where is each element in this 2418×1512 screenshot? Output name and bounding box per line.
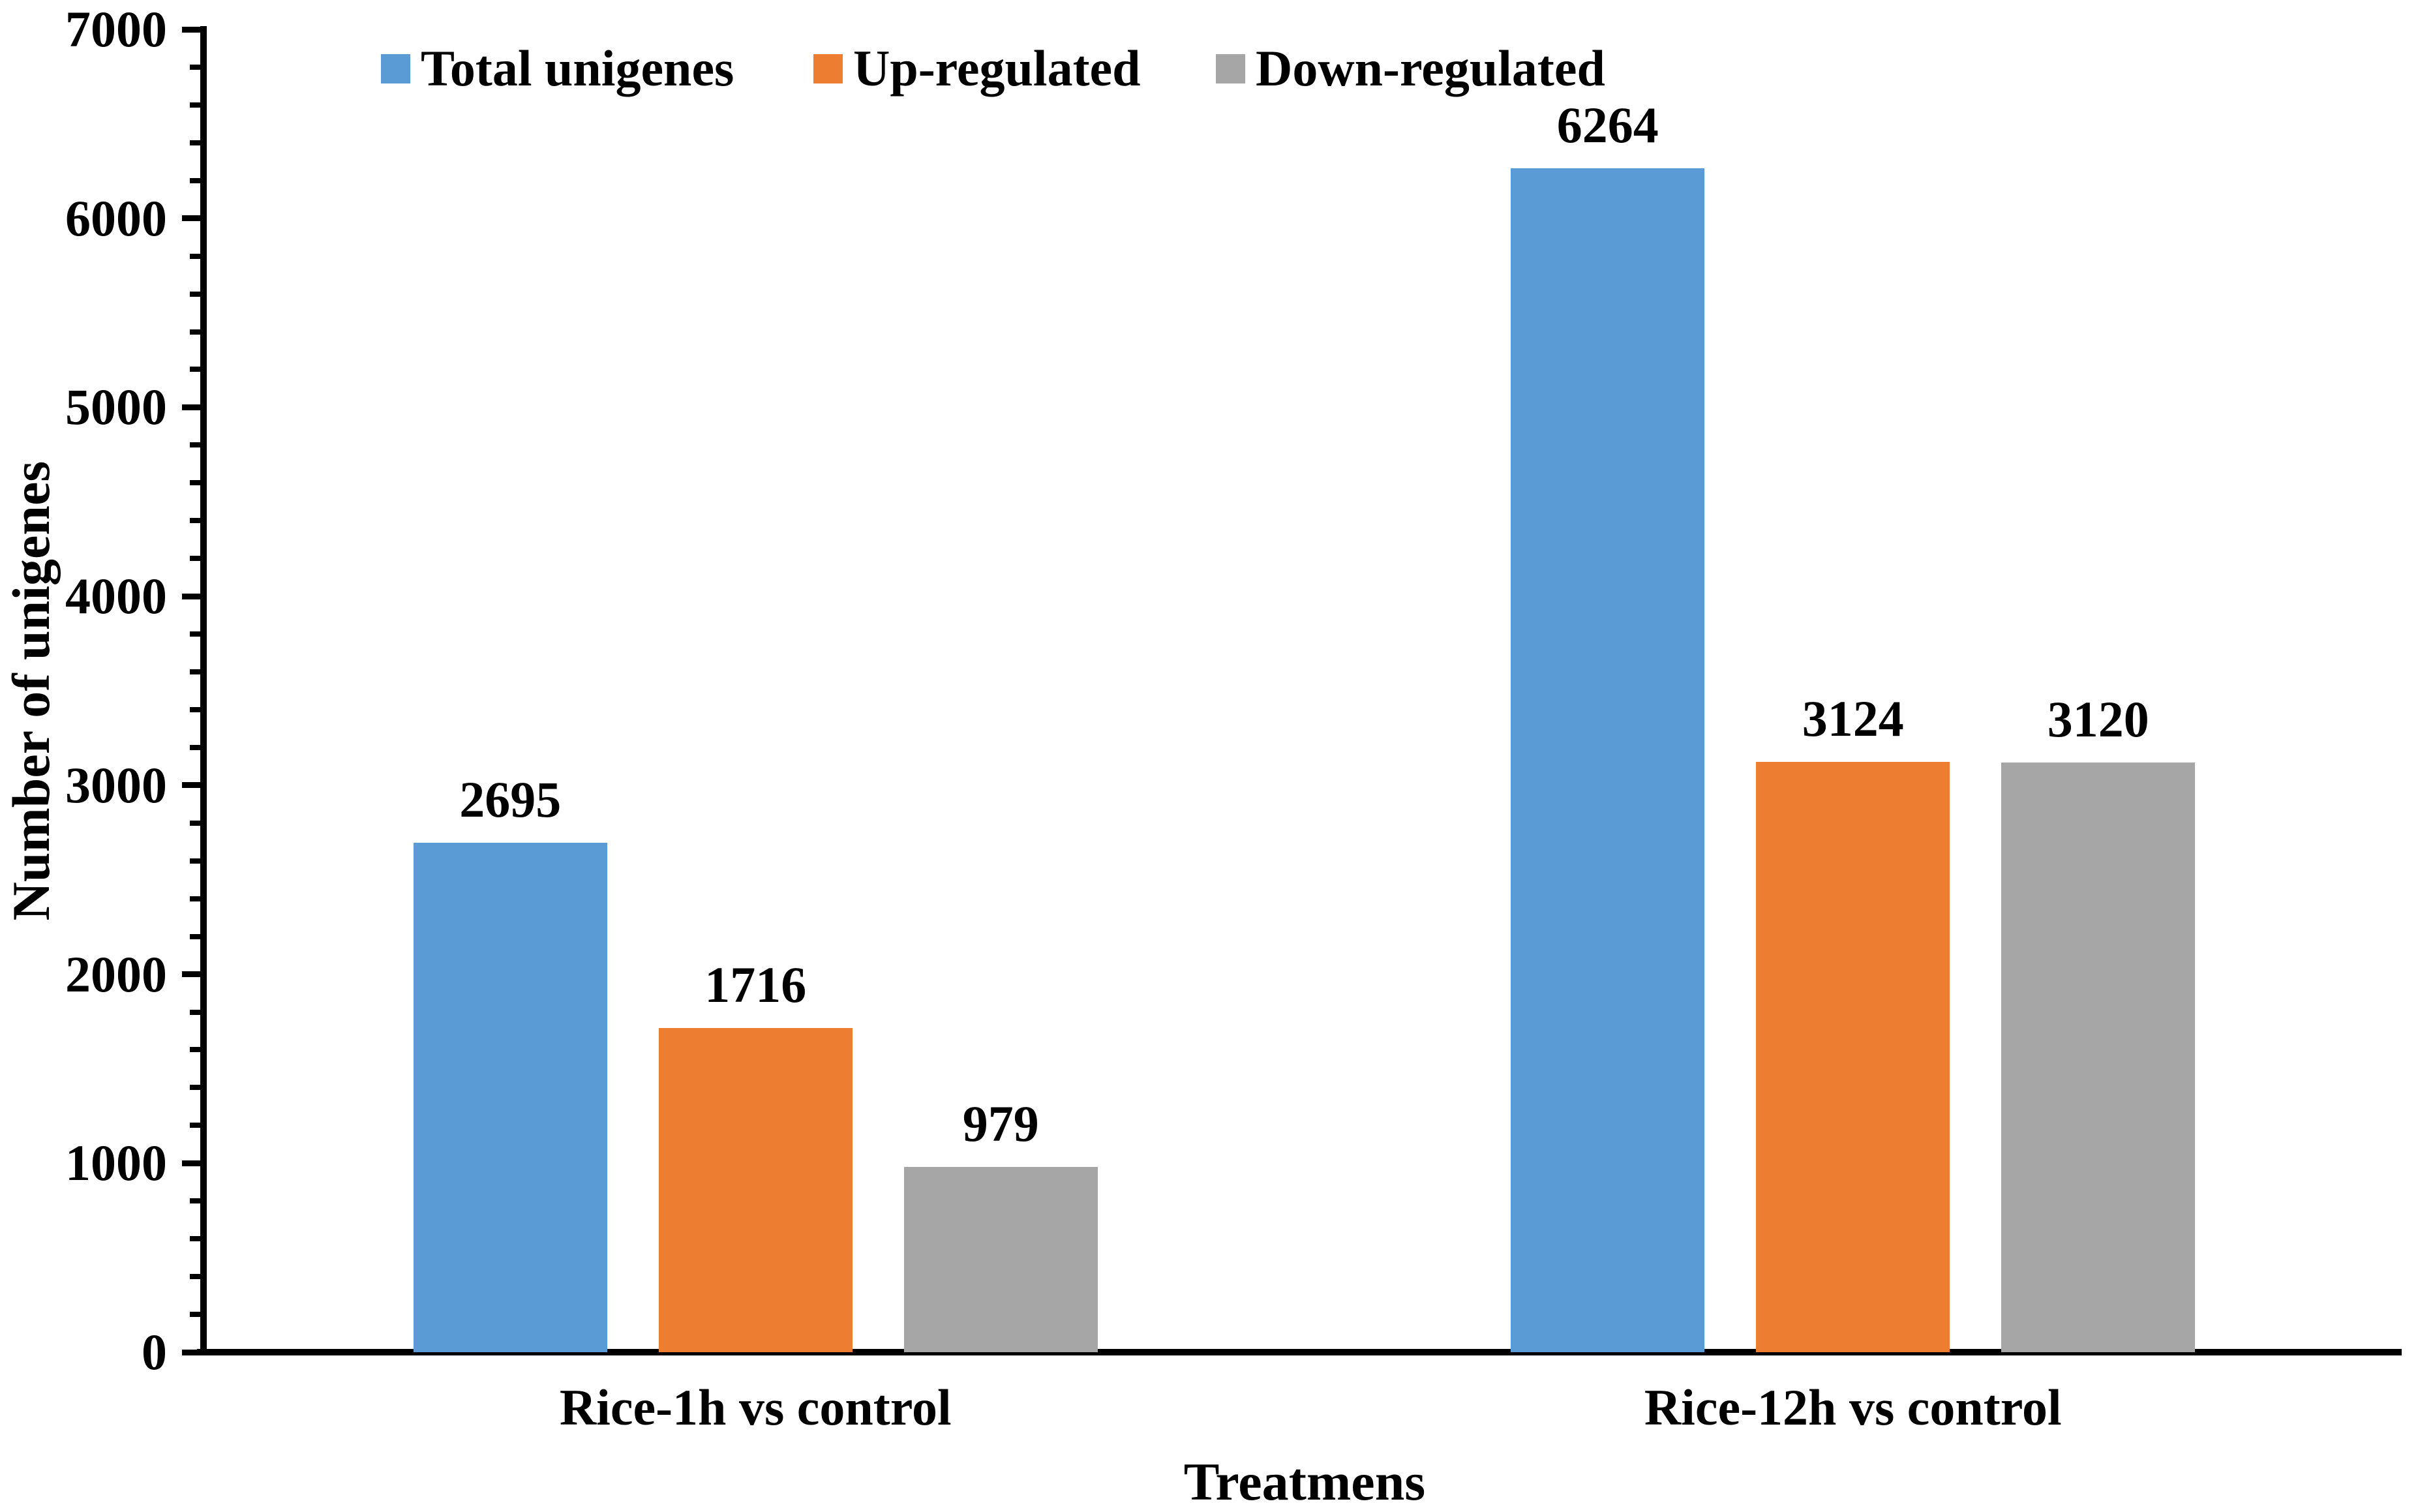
y-minor-tick	[190, 556, 200, 562]
legend-swatch-icon	[381, 53, 410, 83]
y-minor-tick	[190, 177, 200, 183]
y-minor-tick	[190, 858, 200, 864]
y-minor-tick	[190, 64, 200, 70]
y-minor-tick	[190, 820, 200, 826]
legend-label: Total unigenes	[421, 40, 734, 97]
y-tick-label: 6000	[65, 189, 167, 247]
y-minor-tick	[190, 102, 200, 108]
y-minor-tick	[190, 1085, 200, 1091]
y-minor-tick	[190, 1009, 200, 1015]
bar	[1756, 761, 1950, 1352]
bar-value-label: 979	[962, 1095, 1039, 1153]
y-minor-tick	[190, 329, 200, 335]
y-minor-tick	[190, 518, 200, 524]
x-axis-title: Treatmens	[1183, 1452, 1426, 1511]
y-major-tick	[182, 404, 200, 410]
y-minor-tick	[190, 933, 200, 939]
bar-value-label: 3120	[2047, 691, 2149, 748]
y-tick-label: 2000	[65, 945, 167, 1003]
bar	[1511, 168, 1705, 1352]
y-minor-tick	[190, 896, 200, 901]
legend-item: Down-regulated	[1216, 40, 1605, 97]
y-minor-tick	[190, 291, 200, 297]
bar	[658, 1027, 853, 1352]
y-tick-label: 4000	[65, 567, 167, 625]
y-tick-label: 7000	[65, 1, 167, 57]
y-major-tick	[182, 26, 200, 33]
y-tick-label: 5000	[65, 378, 167, 436]
x-axis-line	[197, 1349, 2402, 1355]
bar	[2001, 763, 2196, 1352]
legend-item: Up-regulated	[813, 40, 1141, 97]
x-category-label: Rice-1h vs control	[559, 1379, 952, 1436]
y-minor-tick	[190, 631, 200, 637]
bar	[903, 1167, 1098, 1352]
legend-label: Up-regulated	[853, 40, 1141, 97]
y-tick-label: 0	[142, 1323, 167, 1380]
y-minor-tick	[190, 253, 200, 259]
y-major-tick	[182, 782, 200, 789]
y-major-tick	[182, 593, 200, 599]
y-minor-tick	[190, 744, 200, 750]
x-category-label: Rice-12h vs control	[1644, 1379, 2062, 1436]
legend-swatch-icon	[813, 53, 843, 83]
y-minor-tick	[190, 140, 200, 145]
y-major-tick	[182, 1160, 200, 1166]
y-major-tick	[182, 971, 200, 978]
y-minor-tick	[190, 367, 200, 372]
bar-value-label: 6264	[1556, 97, 1659, 154]
y-minor-tick	[190, 1236, 200, 1242]
legend-item: Total unigenes	[381, 40, 734, 97]
y-axis-line	[200, 26, 207, 1355]
y-minor-tick	[190, 706, 200, 712]
y-axis-title: Number of unigenes	[1, 461, 61, 921]
bar	[413, 843, 607, 1352]
legend-swatch-icon	[1216, 53, 1245, 83]
y-minor-tick	[190, 442, 200, 448]
bar-value-label: 3124	[1802, 689, 1904, 747]
y-minor-tick	[190, 1274, 200, 1280]
y-tick-label: 3000	[65, 756, 167, 813]
y-minor-tick	[190, 480, 200, 486]
chart-legend: Total unigenes Up-regulated Down-regulated	[0, 0, 2418, 104]
legend-label: Down-regulated	[1256, 40, 1605, 97]
y-minor-tick	[190, 1198, 200, 1204]
y-major-tick	[182, 215, 200, 222]
y-minor-tick	[190, 1047, 200, 1053]
bar-value-label: 2695	[459, 771, 562, 828]
y-minor-tick	[190, 1123, 200, 1128]
y-tick-label: 1000	[65, 1134, 167, 1192]
y-minor-tick	[190, 669, 200, 675]
y-major-tick	[182, 1349, 200, 1355]
y-minor-tick	[190, 1312, 200, 1318]
bar-value-label: 1716	[704, 956, 807, 1013]
